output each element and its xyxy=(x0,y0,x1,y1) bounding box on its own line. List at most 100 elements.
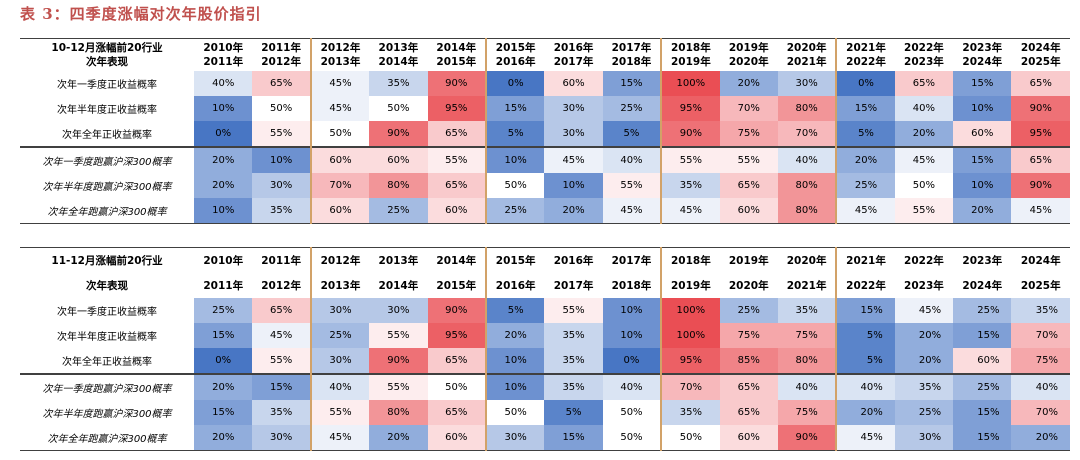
probability-cell: 75% xyxy=(719,121,778,147)
probability-cell: 40% xyxy=(777,373,837,400)
probability-cell: 70% xyxy=(309,173,370,198)
probability-cell: 10% xyxy=(252,146,311,173)
probability-cell: 10% xyxy=(194,198,253,224)
probability-cell: 30% xyxy=(309,298,370,323)
probability-cell: 55% xyxy=(369,373,428,400)
year-header: 2011年 2012年 xyxy=(252,38,311,71)
probability-cell: 0% xyxy=(484,71,545,96)
year-header: 2018年 xyxy=(660,247,720,273)
probability-cell: 30% xyxy=(369,298,428,323)
year-header: 2015年 xyxy=(436,280,477,292)
probability-cell: 65% xyxy=(1011,146,1070,173)
probability-cell: 60% xyxy=(953,121,1012,147)
year-header: 2017年 xyxy=(602,247,662,273)
probability-cell: 35% xyxy=(544,373,603,400)
table-title: 表 3：四季度涨幅对次年股价指引 xyxy=(20,5,262,23)
q4-gain-table-oct-dec: 10-12月涨幅前20行业 次年表现 2010年 2011年 2011年 2012年 201… xyxy=(20,38,1070,224)
probability-cell: 10% xyxy=(602,323,662,348)
year-start: 2013年 xyxy=(378,42,419,54)
year-header: 2012年 xyxy=(309,247,370,273)
probability-cell: 40% xyxy=(835,373,895,400)
probability-cell: 65% xyxy=(427,121,486,147)
probability-cell: 60% xyxy=(309,146,370,173)
probability-cell: 60% xyxy=(719,198,778,224)
year-end: 2024年 xyxy=(962,56,1003,68)
table-row: 次年全年正收益概率 0% 55% 50% 90% 65% 5% 30% 5% 90% 75% 70% 5… xyxy=(20,121,1070,147)
year-end: 2017年 xyxy=(553,56,594,68)
probability-cell: 30% xyxy=(484,425,545,451)
row-label: 次年一季度正收益概率 xyxy=(57,80,157,91)
probability-cell: 95% xyxy=(1011,121,1070,147)
probability-cell: 10% xyxy=(953,96,1012,121)
year-end: 2021年 xyxy=(786,56,827,68)
year-header: 2022年 2023年 xyxy=(894,38,954,71)
probability-cell: 95% xyxy=(427,323,486,348)
probability-cell: 45% xyxy=(309,71,370,96)
probability-cell: 85% xyxy=(719,348,778,374)
probability-cell: 25% xyxy=(719,298,778,323)
row-label: 次年全年正收益概率 xyxy=(62,130,152,141)
probability-cell: 5% xyxy=(602,121,662,147)
probability-cell: 55% xyxy=(309,400,370,425)
probability-cell: 70% xyxy=(777,121,837,147)
year-header: 2013年 2014年 xyxy=(369,38,428,71)
probability-cell: 45% xyxy=(894,298,954,323)
year-header: 2023年 xyxy=(953,247,1012,273)
year-end: 2025年 xyxy=(1020,56,1061,68)
table-row: 次年全年跑赢沪深300概率 20% 30% 45% 20% 60% 30% 15% 50% 50%… xyxy=(20,425,1070,451)
probability-cell: 10% xyxy=(484,373,545,400)
probability-cell: 70% xyxy=(660,373,720,400)
table-row: 次年半年度跑赢沪深300概率 15% 35% 55% 80% 65% 50% 5% 50% 35%… xyxy=(20,400,1070,425)
probability-cell: 80% xyxy=(777,96,837,121)
probability-cell: 60% xyxy=(309,198,370,224)
row-label: 次年全年正收益概率 xyxy=(62,357,152,368)
year-start: 2017年 xyxy=(611,42,652,54)
probability-cell: 30% xyxy=(309,348,370,374)
table-row: 次年全年跑赢沪深300概率 10% 35% 60% 25% 60% 25% 20% 45% 45%… xyxy=(20,198,1070,224)
probability-cell: 20% xyxy=(194,173,253,198)
probability-cell: 30% xyxy=(544,121,603,147)
table-row: 次年一季度跑赢沪深300概率 20% 15% 40% 55% 50% 10% 35% 40% 70… xyxy=(20,373,1070,400)
probability-cell: 20% xyxy=(894,121,954,147)
year-header: 2014年 xyxy=(427,247,486,273)
year-header: 2023年 xyxy=(904,280,944,292)
probability-cell: 20% xyxy=(894,348,954,374)
probability-cell: 25% xyxy=(369,198,428,224)
probability-cell: 15% xyxy=(602,71,662,96)
probability-cell: 40% xyxy=(777,146,837,173)
year-start: 2021年 xyxy=(846,42,886,54)
probability-cell: 25% xyxy=(953,373,1012,400)
year-header: 2023年 2024年 xyxy=(953,38,1012,71)
year-end: 2023年 xyxy=(904,56,944,68)
probability-cell: 95% xyxy=(427,96,486,121)
probability-cell: 50% xyxy=(660,425,720,451)
probability-cell: 70% xyxy=(719,96,778,121)
probability-cell: 30% xyxy=(894,425,954,451)
probability-cell: 90% xyxy=(427,298,486,323)
year-header: 2017年 xyxy=(553,280,594,292)
probability-cell: 55% xyxy=(660,146,720,173)
probability-cell: 55% xyxy=(369,323,428,348)
year-header: 2018年 xyxy=(611,280,652,292)
probability-cell: 35% xyxy=(1011,298,1070,323)
probability-cell: 5% xyxy=(835,323,895,348)
year-header: 2016年 xyxy=(484,273,545,298)
table-row: 次年半年度跑赢沪深300概率 20% 30% 70% 80% 65% 50% 10% 55% 35… xyxy=(20,173,1070,198)
probability-cell: 10% xyxy=(194,96,253,121)
probability-cell: 60% xyxy=(544,71,603,96)
probability-cell: 90% xyxy=(1011,173,1070,198)
year-header: 2014年 xyxy=(378,280,419,292)
probability-cell: 55% xyxy=(544,298,603,323)
probability-cell: 15% xyxy=(953,146,1012,173)
probability-cell: 65% xyxy=(719,400,778,425)
probability-cell: 10% xyxy=(544,173,603,198)
probability-cell: 90% xyxy=(660,121,720,147)
probability-cell: 90% xyxy=(427,71,486,96)
year-header: 2019年 xyxy=(660,273,720,298)
year-header: 2024年 xyxy=(962,280,1003,292)
probability-cell: 25% xyxy=(894,400,954,425)
year-header: 2011年 xyxy=(252,247,311,273)
probability-cell: 45% xyxy=(894,146,954,173)
probability-cell: 20% xyxy=(194,146,253,173)
probability-cell: 45% xyxy=(835,425,895,451)
